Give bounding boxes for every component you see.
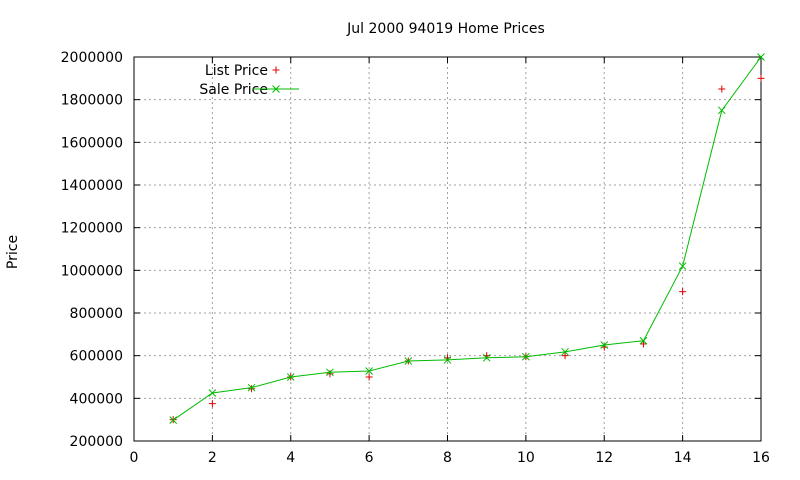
y-tick-label: 1800000: [61, 93, 123, 109]
data-point-sale-price: [600, 341, 609, 349]
data-point-list-price: [365, 373, 373, 381]
data-point-sale-price: [365, 367, 373, 375]
legend-sample-marker: [272, 66, 280, 74]
data-point-sale-price: [482, 353, 491, 362]
legend-marker-sale-price: [253, 85, 299, 93]
y-tick-label: 800000: [70, 306, 123, 322]
data-point-sale-price: [326, 368, 334, 377]
data-point-sale-price: [678, 262, 687, 270]
data-point-list-price: [248, 385, 256, 393]
data-point-list-price: [639, 340, 647, 348]
data-point-sale-price: [717, 106, 726, 115]
x-tick-label: 8: [443, 450, 452, 466]
legend-label-sale-price: Sale Price: [199, 82, 268, 98]
data-point-list-price: [679, 288, 687, 296]
x-tick-label: 6: [365, 450, 374, 466]
axis-ticks: [133, 56, 762, 442]
legend-label-list-price: List Price: [205, 63, 268, 79]
y-tick-label: 1600000: [61, 135, 123, 151]
series-sale-price: [169, 53, 765, 424]
data-series: [169, 53, 765, 424]
tick-labels: 0 2 4 6 8 10 12 14 16 200000 400000 600000 800000 100…: [61, 50, 770, 466]
data-point-sale-price: [247, 383, 256, 392]
y-tick-label: 600000: [70, 349, 123, 365]
data-point-sale-price: [639, 336, 648, 345]
data-point-sale-price: [169, 416, 178, 424]
data-point-sale-price: [208, 389, 217, 397]
series-list-price: [169, 74, 765, 424]
x-tick-label: 12: [595, 450, 613, 466]
data-point-list-price: [208, 400, 216, 408]
y-axis-label: Price: [5, 235, 21, 269]
x-tick-label: 2: [208, 450, 217, 466]
data-point-sale-price: [404, 357, 413, 365]
x-tick-label: 14: [674, 450, 692, 466]
legend-sample-marker: [272, 85, 280, 93]
grid-lines: [134, 57, 761, 441]
data-point-sale-price: [286, 373, 295, 381]
y-tick-label: 400000: [70, 391, 123, 407]
y-tick-label: 200000: [70, 434, 123, 450]
y-tick-label: 1200000: [61, 221, 123, 237]
x-tick-label: 10: [517, 450, 535, 466]
x-tick-label: 0: [130, 450, 139, 466]
y-tick-label: 2000000: [61, 50, 123, 66]
x-tick-label: 16: [752, 450, 770, 466]
series-line-sale-price: [172, 56, 762, 421]
x-tick-label: 4: [286, 450, 295, 466]
data-point-sale-price: [522, 352, 530, 361]
data-point-sale-price: [443, 356, 452, 364]
legend: List Price Sale Price: [199, 63, 299, 98]
y-tick-label: 1000000: [61, 263, 123, 279]
data-point-sale-price: [561, 347, 569, 356]
data-point-list-price: [561, 352, 569, 360]
data-point-list-price: [757, 74, 765, 82]
data-point-list-price: [718, 85, 726, 93]
chart-title: Jul 2000 94019 Home Prices: [346, 21, 545, 37]
y-tick-label: 1400000: [61, 178, 123, 194]
data-point-list-price: [326, 370, 334, 378]
data-point-sale-price: [757, 53, 765, 61]
legend-marker-list-price: [272, 66, 280, 74]
